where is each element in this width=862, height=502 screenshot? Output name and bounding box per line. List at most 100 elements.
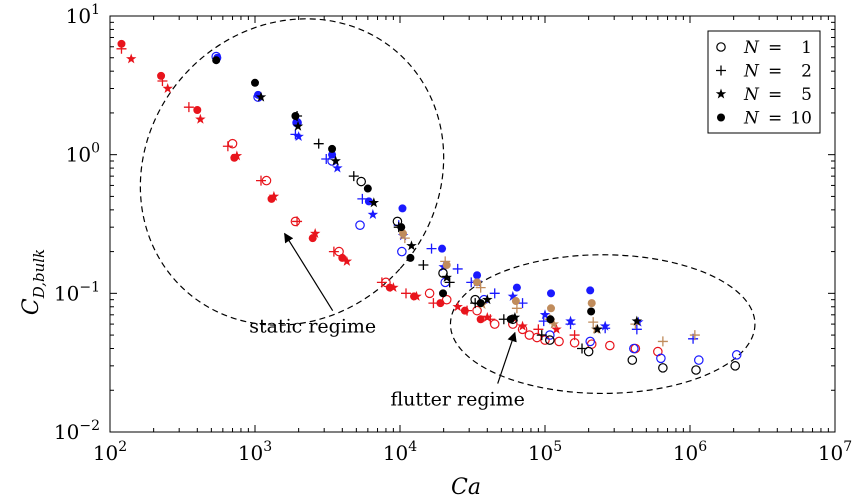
data-point <box>376 277 387 288</box>
legend-label-eq: = <box>768 85 782 105</box>
data-point <box>730 361 741 371</box>
y-tick-label-base: 10 <box>54 420 79 444</box>
data-point <box>125 53 137 64</box>
annotation-arrow <box>497 331 517 384</box>
legend-box <box>707 30 821 134</box>
data-point <box>517 320 528 331</box>
data-point <box>473 278 482 287</box>
series-black-circle-filled <box>212 56 596 324</box>
y-tick-label: 10−1 <box>54 279 100 305</box>
data-point <box>292 120 304 131</box>
data-point <box>565 315 576 326</box>
data-point <box>547 304 556 313</box>
data-point <box>321 154 332 165</box>
legend-marker <box>717 113 725 122</box>
data-point <box>444 277 455 288</box>
data-point <box>341 255 353 266</box>
x-axis-label: Ca <box>451 475 481 500</box>
data-point <box>658 363 668 373</box>
plot-frame <box>109 15 836 433</box>
data-point <box>398 204 407 213</box>
annotation-arrow <box>284 232 334 312</box>
series-brown-circle-filled <box>399 229 596 313</box>
annotation-label: static regime <box>249 316 376 338</box>
data-point <box>357 193 368 204</box>
data-point <box>356 176 366 187</box>
region-ellipse <box>139 18 445 326</box>
data-point <box>439 289 448 298</box>
data-point <box>256 175 267 186</box>
data-point <box>368 197 380 208</box>
y-tick-label-exponent: 1 <box>91 2 100 18</box>
data-point <box>539 309 551 320</box>
data-point <box>452 263 463 274</box>
legend-label-eq: = <box>768 62 782 82</box>
x-tick-label: 103 <box>238 439 272 465</box>
data-point <box>251 78 259 87</box>
annotation-layer: static regime flutter regime <box>249 232 525 411</box>
data-point <box>212 56 221 65</box>
data-point <box>424 288 435 299</box>
y-tick-label: 101 <box>66 2 100 28</box>
data-point <box>533 324 544 335</box>
x-tick-label-base: 10 <box>673 441 698 465</box>
data-point <box>293 131 304 142</box>
data-point <box>489 288 500 299</box>
x-tick-label: 106 <box>673 439 707 465</box>
data-point <box>554 336 564 347</box>
data-point <box>392 216 403 227</box>
data-point <box>691 365 701 375</box>
x-tick-label-base: 10 <box>238 441 263 465</box>
data-point <box>551 323 562 334</box>
x-tick-label: 104 <box>383 439 417 465</box>
data-point <box>548 318 560 329</box>
y-tick-label-exponent: −1 <box>79 279 100 295</box>
data-point <box>473 271 482 280</box>
legend: N = 1 N = 2 N = 5 N = 10 <box>707 30 821 134</box>
data-point <box>385 283 394 292</box>
data-point <box>506 315 515 324</box>
x-tick-label-exponent: 2 <box>118 439 127 455</box>
data-point <box>569 330 580 341</box>
x-tick-label-exponent: 5 <box>553 439 562 455</box>
data-point <box>441 272 452 282</box>
legend-label-value: 5 <box>801 85 812 105</box>
y-axis-label-main: C <box>19 298 44 315</box>
data-point <box>195 113 206 124</box>
x-tick-label: 107 <box>818 439 852 465</box>
data-point <box>426 243 437 254</box>
data-point <box>657 336 668 347</box>
data-point <box>631 324 642 335</box>
data-point <box>309 228 321 238</box>
data-point <box>291 112 300 121</box>
data-point <box>441 294 452 305</box>
annotation-label: flutter regime <box>391 389 525 411</box>
data-point <box>328 144 337 153</box>
data-point <box>546 315 555 324</box>
data-point <box>292 216 303 227</box>
data-point <box>476 315 485 324</box>
data-point <box>540 335 550 345</box>
legend-label-value: 1 <box>801 38 812 58</box>
data-point <box>512 283 521 292</box>
data-point <box>509 311 521 322</box>
data-point <box>397 246 407 257</box>
data-point <box>355 220 365 230</box>
x-tick-label-base: 10 <box>383 441 408 465</box>
data-point <box>586 286 595 295</box>
data-point <box>489 319 500 329</box>
y-tick-label: 100 <box>66 141 100 167</box>
legend-label-var: N <box>743 38 760 58</box>
y-tick-label-base: 10 <box>66 143 91 167</box>
y-tick-label-base: 10 <box>66 4 91 28</box>
data-point <box>364 197 373 206</box>
data-point <box>338 253 347 262</box>
region-ellipse <box>449 254 756 395</box>
data-point <box>308 234 317 243</box>
data-point <box>328 150 337 159</box>
data-point <box>438 244 447 253</box>
legend-label-value: 2 <box>801 62 812 82</box>
data-point <box>511 297 520 306</box>
data-point <box>230 153 239 162</box>
